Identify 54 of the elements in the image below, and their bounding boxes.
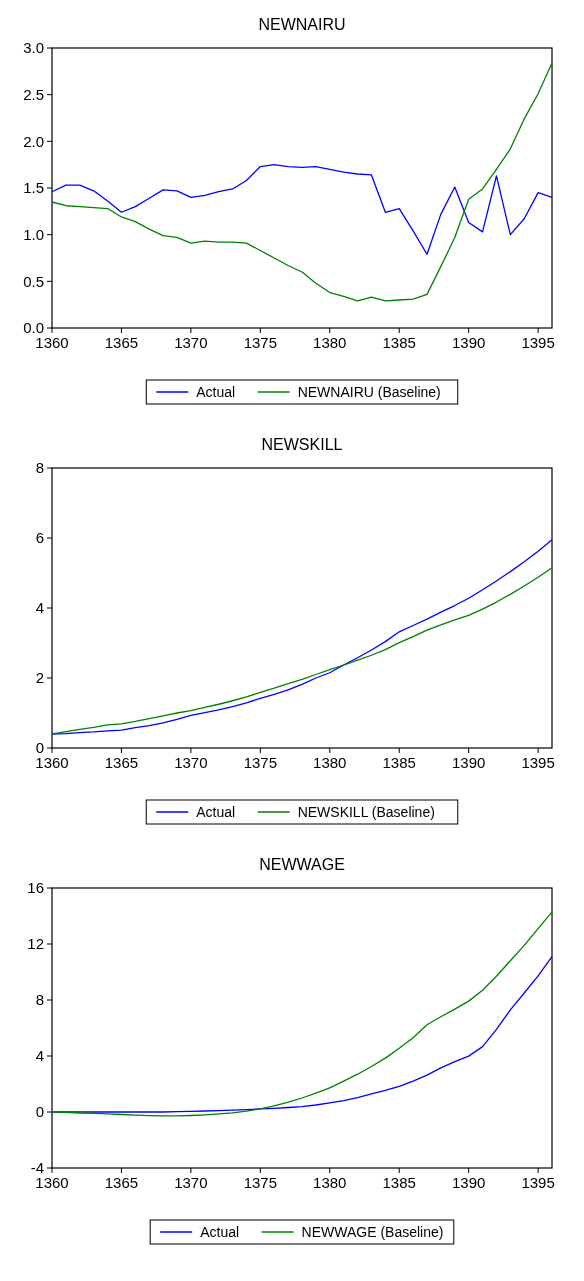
x-tick-label: 1390 bbox=[451, 334, 486, 351]
x-tick-label: 1360 bbox=[35, 1174, 69, 1191]
y-tick-label: 3.0 bbox=[23, 39, 44, 57]
legend-label: Actual bbox=[196, 803, 236, 820]
chart-title: NEWWAGE bbox=[259, 856, 345, 873]
x-tick-label: 1395 bbox=[521, 754, 555, 771]
chart-title: NEWSKILL bbox=[261, 436, 343, 453]
x-tick-label: 1390 bbox=[451, 754, 486, 771]
y-tick-label: 4 bbox=[35, 599, 44, 617]
x-tick-label: 1360 bbox=[35, 754, 69, 771]
y-tick-label: 6 bbox=[35, 529, 44, 547]
line-series bbox=[51, 911, 553, 1117]
x-tick-label: 1390 bbox=[451, 1174, 486, 1191]
x-tick-label: 1370 bbox=[174, 334, 208, 351]
y-tick-label: 2 bbox=[35, 669, 44, 687]
y-tick-label: 1.5 bbox=[23, 179, 44, 197]
y-tick-label: 0.0 bbox=[23, 319, 44, 337]
y-tick-label: -4 bbox=[30, 1159, 44, 1177]
y-tick-label: 2.5 bbox=[23, 85, 44, 103]
x-tick-label: 1375 bbox=[243, 1174, 278, 1191]
line-series bbox=[51, 164, 553, 255]
x-tick-label: 1380 bbox=[313, 334, 347, 351]
x-tick-label: 1375 bbox=[243, 754, 278, 771]
y-tick-label: 2.0 bbox=[23, 132, 44, 150]
x-tick-label: 1365 bbox=[104, 334, 139, 351]
legend-label: NEWNAIRU (Baseline) bbox=[297, 383, 441, 400]
y-tick-label: 8 bbox=[35, 459, 44, 477]
legend-label: Actual bbox=[196, 383, 236, 400]
chart-title: NEWNAIRU bbox=[258, 16, 346, 33]
x-tick-label: 1380 bbox=[313, 754, 347, 771]
line-series bbox=[51, 62, 553, 302]
x-tick-label: 1375 bbox=[243, 334, 278, 351]
legend-label: NEWSKILL (Baseline) bbox=[297, 803, 435, 820]
y-tick-label: 0.5 bbox=[23, 272, 44, 290]
y-tick-label: 12 bbox=[27, 935, 44, 953]
x-tick-label: 1370 bbox=[174, 1174, 208, 1191]
y-tick-label: 1.0 bbox=[23, 225, 44, 243]
x-tick-label: 1395 bbox=[521, 334, 555, 351]
x-tick-label: 1365 bbox=[104, 1174, 139, 1191]
y-tick-label: 16 bbox=[27, 879, 44, 897]
x-tick-label: 1370 bbox=[174, 754, 208, 771]
legend-label: NEWWAGE (Baseline) bbox=[301, 1223, 444, 1240]
x-tick-label: 1365 bbox=[104, 754, 139, 771]
x-tick-label: 1380 bbox=[313, 1174, 347, 1191]
x-tick-label: 1385 bbox=[382, 754, 416, 771]
x-tick-label: 1385 bbox=[382, 1174, 416, 1191]
y-tick-label: 0 bbox=[35, 1103, 44, 1121]
y-tick-label: 8 bbox=[35, 991, 44, 1009]
x-tick-label: 1395 bbox=[521, 1174, 555, 1191]
y-tick-label: 0 bbox=[35, 739, 44, 757]
x-tick-label: 1360 bbox=[35, 334, 69, 351]
y-tick-label: 4 bbox=[35, 1047, 44, 1065]
x-tick-label: 1385 bbox=[382, 334, 416, 351]
legend-label: Actual bbox=[200, 1223, 240, 1240]
